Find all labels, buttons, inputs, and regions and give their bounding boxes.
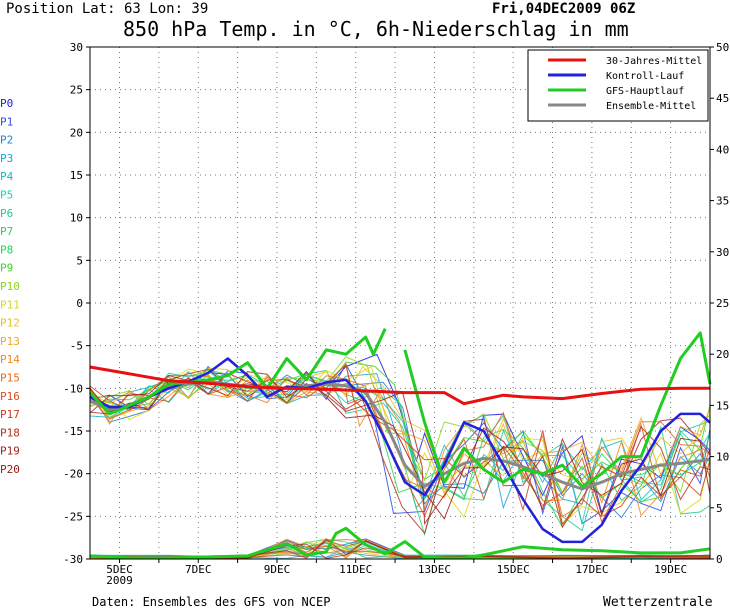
- data-source: Daten: Ensembles des GFS von NCEP: [92, 595, 330, 609]
- x-tick-label: 5DEC: [106, 563, 133, 576]
- chart-grid: [90, 47, 710, 559]
- series-kontroll-lauf-line: [89, 357, 711, 544]
- legend-label: GFS-Hauptlauf: [606, 86, 684, 97]
- ensemble-member-line: [89, 365, 711, 525]
- y-left-tick-label: -20: [63, 468, 83, 481]
- chart-series: [88, 327, 712, 560]
- y-right-tick-label: 5: [716, 502, 723, 515]
- member-label: P15: [0, 372, 20, 385]
- y-right-tick-label: 0: [716, 553, 723, 566]
- member-label: P1: [0, 115, 13, 128]
- y-right-tick-label: 30: [716, 246, 729, 259]
- y-left-tick-label: 10: [70, 212, 83, 225]
- member-label: P16: [0, 390, 20, 403]
- legend-label: 30-Jahres-Mittel: [606, 56, 702, 67]
- member-label: P19: [0, 445, 20, 458]
- member-label: P18: [0, 426, 20, 439]
- series-30-jahres-mittel-line: [89, 365, 710, 406]
- x-tick-label: 11DEC: [339, 563, 372, 576]
- y-left-tick-label: 20: [70, 126, 83, 139]
- member-label: P12: [0, 317, 20, 330]
- chart-title: 850 hPa Temp. in °C, 6h-Niederschlag in …: [123, 17, 629, 41]
- y-right-tick-label: 35: [716, 195, 729, 208]
- y-left-tick-label: -30: [63, 553, 83, 566]
- member-label: P4: [0, 170, 14, 183]
- y-axis-left: 30 25 20 15 10 5 0 -5 -10 -15 -20 -25 -30: [63, 41, 90, 566]
- member-label: P2: [0, 134, 13, 147]
- run-date: Fri,04DEC2009 06Z: [492, 1, 635, 17]
- y-left-tick-label: 30: [70, 41, 83, 54]
- member-label: P3: [0, 152, 13, 165]
- y-left-tick-label: 15: [70, 169, 83, 182]
- ensemble-member-line: [89, 363, 711, 526]
- x-tick-label: 9DEC: [264, 563, 291, 576]
- member-label: P10: [0, 280, 20, 293]
- ensemble-member-line: [89, 365, 711, 484]
- member-label: P6: [0, 207, 13, 220]
- member-label: P17: [0, 408, 20, 421]
- x-tick-label: 13DEC: [418, 563, 451, 576]
- x-tick-sublabel: 2009: [106, 574, 133, 587]
- position-label: Position Lat: 63 Lon: 39: [6, 1, 208, 17]
- y-left-tick-label: 5: [76, 254, 83, 267]
- member-label: P11: [0, 298, 20, 311]
- y-left-tick-label: -5: [70, 340, 83, 353]
- ensemble-member-precip-line: [89, 540, 711, 559]
- y-left-tick-label: 0: [76, 297, 83, 310]
- y-left-tick-label: -15: [63, 425, 83, 438]
- legend-label: Kontroll-Lauf: [606, 71, 684, 82]
- x-tick-label: 15DEC: [497, 563, 530, 576]
- y-right-tick-label: 45: [716, 92, 729, 105]
- y-right-tick-label: 50: [716, 41, 729, 54]
- x-tick-label: 17DEC: [575, 563, 608, 576]
- y-right-tick-label: 20: [716, 348, 729, 361]
- y-left-tick-label: -10: [63, 382, 83, 395]
- legend-box: [527, 49, 709, 122]
- y-right-tick-label: 15: [716, 399, 729, 412]
- ensemble-member-line: [89, 363, 711, 525]
- y-left-tick-label: -25: [63, 510, 83, 523]
- member-legend: P0 P1 P2 P3 P4 P5 P6 P7 P8 P9 P10 P11 P12 P13 P14 P15 P1…: [0, 97, 20, 476]
- member-label: P0: [0, 97, 13, 110]
- brand-label: Wetterzentrale: [603, 595, 713, 609]
- member-label: P9: [0, 262, 13, 275]
- member-label: P7: [0, 225, 13, 238]
- member-label: P14: [0, 353, 20, 366]
- y-right-tick-label: 10: [716, 451, 729, 464]
- member-label: P8: [0, 243, 13, 256]
- x-tick-label: 7DEC: [185, 563, 212, 576]
- member-label: P20: [0, 463, 20, 476]
- y-left-tick-label: 25: [70, 84, 83, 97]
- x-tick-label: 19DEC: [654, 563, 687, 576]
- y-right-tick-label: 40: [716, 143, 729, 156]
- y-right-tick-label: 25: [716, 297, 729, 310]
- legend: 30-Jahres-Mittel Kontroll-Lauf GFS-Hauptla…: [527, 49, 709, 122]
- ensemble-member-line: [89, 381, 711, 495]
- series-gfs-hauptlauf-niederschlag-line: [89, 526, 711, 560]
- member-label: P5: [0, 189, 13, 202]
- member-label: P13: [0, 335, 20, 348]
- legend-label: Ensemble-Mittel: [606, 101, 696, 112]
- ensemble-member-line: [89, 365, 711, 519]
